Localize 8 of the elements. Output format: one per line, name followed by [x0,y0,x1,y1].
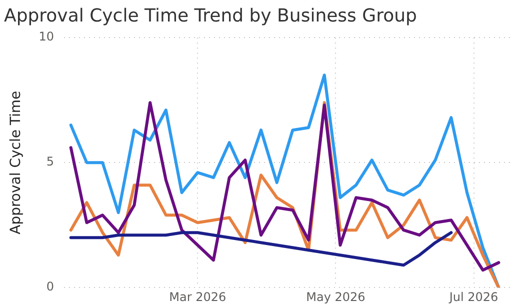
y-tick-label: 0 [46,280,54,294]
x-tick-label: Jul 2026 [448,290,498,304]
x-tick-label: May 2026 [306,290,366,304]
y-tick-label: 5 [46,154,54,169]
y-axis-title: Approval Cycle Time [8,90,24,234]
x-tick-label: Mar 2026 [169,290,226,304]
y-tick-label: 10 [38,30,54,44]
chart-title: Approval Cycle Time Trend by Business Group [4,5,417,26]
